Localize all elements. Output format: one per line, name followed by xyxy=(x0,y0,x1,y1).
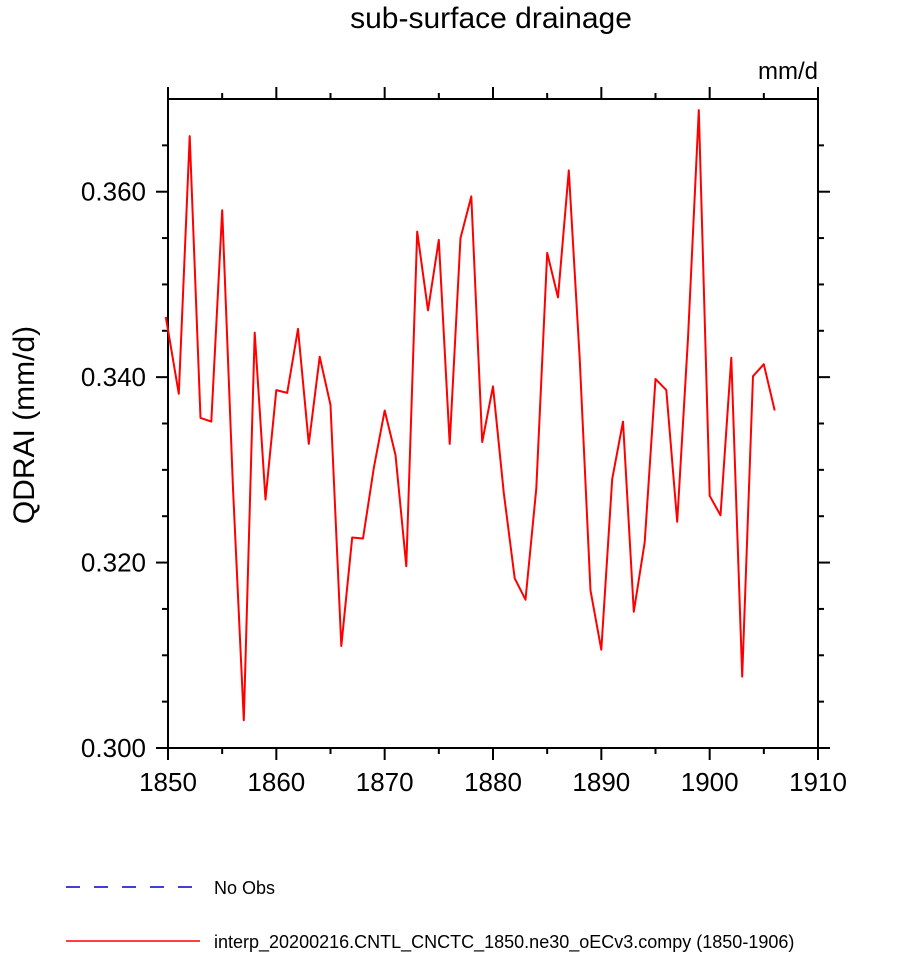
x-tick-label: 1870 xyxy=(356,767,414,797)
x-tick-label: 1880 xyxy=(464,767,522,797)
units-label: mm/d xyxy=(758,58,818,85)
y-axis-label: QDRAI (mm/d) xyxy=(8,326,41,524)
x-tick-label: 1890 xyxy=(572,767,630,797)
legend-label-0: No Obs xyxy=(214,878,275,898)
y-tick-label: 0.320 xyxy=(81,548,146,578)
y-tick-label: 0.360 xyxy=(81,177,146,207)
x-tick-label: 1850 xyxy=(139,767,197,797)
y-tick-label: 0.340 xyxy=(81,362,146,392)
x-tick-label: 1860 xyxy=(247,767,305,797)
legend: No Obs interp_20200216.CNTL_CNCTC_1850.ne… xyxy=(66,878,794,953)
x-tick-label: 1900 xyxy=(681,767,739,797)
legend-label-1: interp_20200216.CNTL_CNCTC_1850.ne30_oEC… xyxy=(214,932,794,953)
chart-title: sub-surface drainage xyxy=(350,2,632,35)
plot-frame xyxy=(167,98,819,749)
plot-area: 1850 1860 1870 1880 1890 1900 1910 0.300 0.320 0.… xyxy=(81,87,847,797)
y-tick-label: 0.300 xyxy=(81,733,146,763)
x-tick-label: 1910 xyxy=(789,767,847,797)
series-line-0 xyxy=(164,109,776,722)
